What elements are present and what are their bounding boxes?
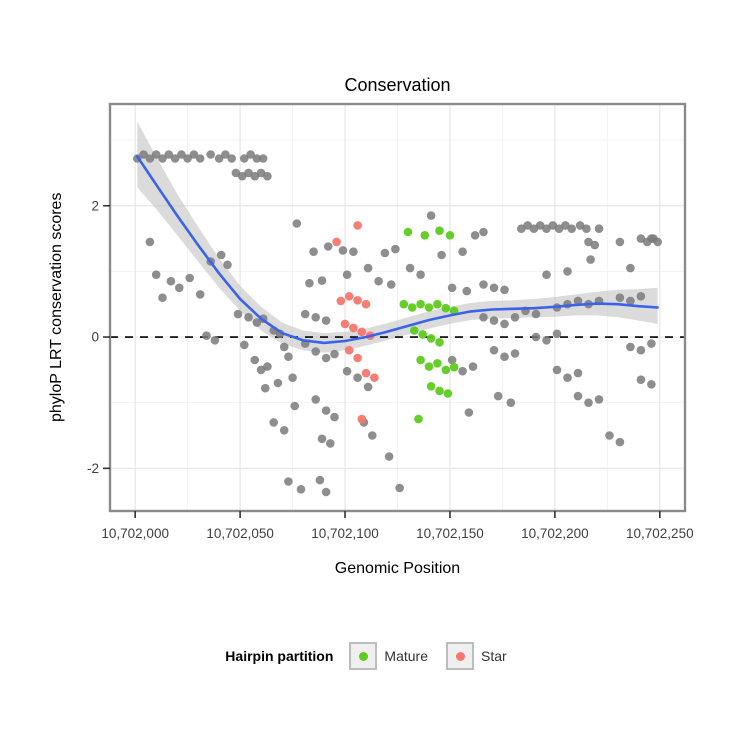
legend-key-box	[446, 642, 474, 670]
x-axis-label: Genomic Position	[334, 560, 461, 577]
grid-minor	[110, 104, 685, 511]
svg-text:10,702,050: 10,702,050	[206, 526, 274, 541]
svg-text:10,702,150: 10,702,150	[416, 526, 484, 541]
svg-text:0: 0	[91, 330, 99, 345]
legend-key-box	[349, 642, 378, 670]
y-axis-ticks: -2 0 2	[87, 198, 110, 476]
legend-title: Hairpin partition	[225, 648, 334, 664]
svg-text:10,702,200: 10,702,200	[521, 526, 589, 541]
legend-label-star: Star	[481, 648, 507, 664]
legend-entry-mature: Mature	[349, 642, 428, 670]
panel-border	[108, 102, 687, 513]
chart-title: Conservation	[344, 75, 451, 95]
series-other-points	[133, 150, 662, 497]
svg-text:10,702,100: 10,702,100	[311, 526, 379, 541]
svg-text:-2: -2	[87, 461, 99, 476]
x-axis-ticks: 10,702,000 10,702,050 10,702,100 10,702,150…	[101, 511, 694, 541]
series-mature-points	[399, 226, 459, 424]
series-star-points	[332, 221, 379, 424]
legend: Hairpin partition Mature Star	[0, 642, 750, 670]
legend-entry-star: Star	[446, 642, 507, 670]
svg-text:10,702,000: 10,702,000	[101, 526, 169, 541]
svg-text:2: 2	[91, 198, 99, 213]
legend-label-mature: Mature	[384, 648, 428, 664]
mature-point-icon	[358, 651, 368, 661]
svg-text:10,702,250: 10,702,250	[626, 526, 694, 541]
smooth-trend-line	[136, 155, 660, 345]
star-point-icon	[455, 651, 465, 661]
